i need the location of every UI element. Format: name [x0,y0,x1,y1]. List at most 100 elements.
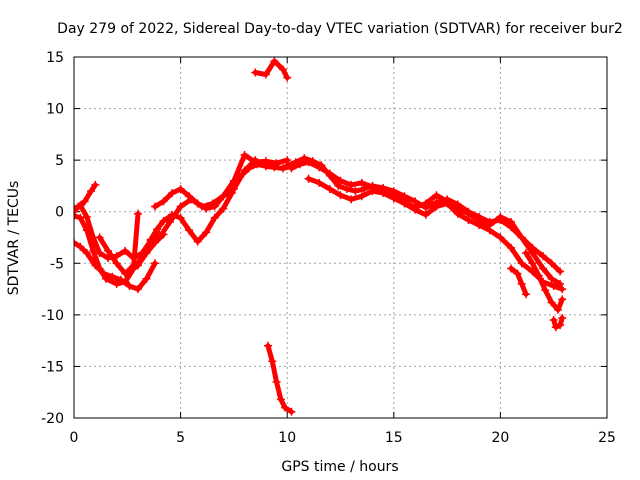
data-point [347,195,356,204]
data-point [517,259,526,268]
data-point [91,180,100,189]
data-point [240,166,249,175]
data-point [432,191,441,200]
data-point [74,204,78,213]
data-point [549,316,558,325]
data-point [133,285,142,294]
series-line-arc-10 [265,343,294,415]
data-point [193,237,202,246]
data-point [558,313,567,322]
data-point [176,185,185,194]
data-point [168,189,177,198]
series-line-arc-8 [152,152,290,212]
x-axis-label: GPS time / hours [281,459,398,475]
data-point [272,159,281,168]
data-point [87,187,96,196]
series-line-arc-14 [508,265,529,297]
data-point [336,191,345,200]
data-point [534,271,543,280]
data-point [347,180,356,189]
data-point [315,163,324,172]
data-point [281,403,290,412]
data-point [261,70,270,79]
y-tick-label: 15 [46,50,64,66]
data-point [159,216,168,225]
data-point [82,212,91,221]
data-point [295,160,304,169]
data-point [82,248,91,257]
data-point [336,176,345,185]
data-point [421,210,430,219]
data-point [121,269,130,278]
data-point [142,274,151,283]
data-point [325,169,334,178]
data-point [185,226,194,235]
data-point [485,226,494,235]
data-point [342,185,351,194]
data-point [507,243,516,252]
data-point [95,248,104,257]
data-point [351,187,360,196]
data-point [74,211,78,220]
y-tick-label: 0 [55,205,64,221]
data-point [82,226,91,235]
data-point [95,233,104,242]
y-tick-label: 5 [55,153,64,169]
data-point [99,269,108,278]
data-point [74,207,78,216]
data-point [74,238,78,247]
y-tick-label: 10 [46,102,64,118]
data-point [547,259,556,268]
x-tick-label: 25 [598,430,616,446]
data-point [357,192,366,201]
data-point [475,221,484,230]
data-point [129,261,138,270]
data-point [151,202,160,211]
data-point [287,407,296,416]
data-point [104,246,113,255]
data-point [283,73,292,82]
data-point [146,235,155,244]
data-point [185,192,194,201]
data-point [541,286,550,295]
data-point [558,285,567,294]
x-tick-label: 20 [491,430,509,446]
y-tick-label: -10 [41,308,64,324]
data-point [251,68,260,77]
data-point [507,264,516,273]
data-point [528,259,537,268]
data-point [496,233,505,242]
data-layer [74,57,567,416]
x-tick-label: 0 [70,430,79,446]
data-point [496,212,505,221]
data-point [229,176,238,185]
data-point [76,213,85,222]
data-point [91,261,100,270]
data-point [140,248,149,257]
data-point [400,199,409,208]
data-point [453,209,462,218]
data-point [112,259,121,268]
data-point [133,259,142,268]
data-point [202,228,211,237]
data-point [521,290,530,299]
data-point [464,215,473,224]
data-point [432,202,441,211]
data-point [80,197,89,206]
data-point [229,185,238,194]
data-point [278,164,287,173]
data-point [219,192,228,201]
series-line-arc-5 [97,211,141,277]
data-point [357,178,366,187]
data-point [315,178,324,187]
data-point [553,305,562,314]
data-point [176,213,185,222]
data-point [278,65,287,74]
y-axis-label: SDTVAR / TECUs [6,181,22,296]
data-point [210,213,219,222]
chart-title: Day 279 of 2022, Sidereal Day-to-day VTE… [57,21,623,37]
data-point [112,279,121,288]
data-point [521,248,530,257]
data-point [268,357,277,366]
